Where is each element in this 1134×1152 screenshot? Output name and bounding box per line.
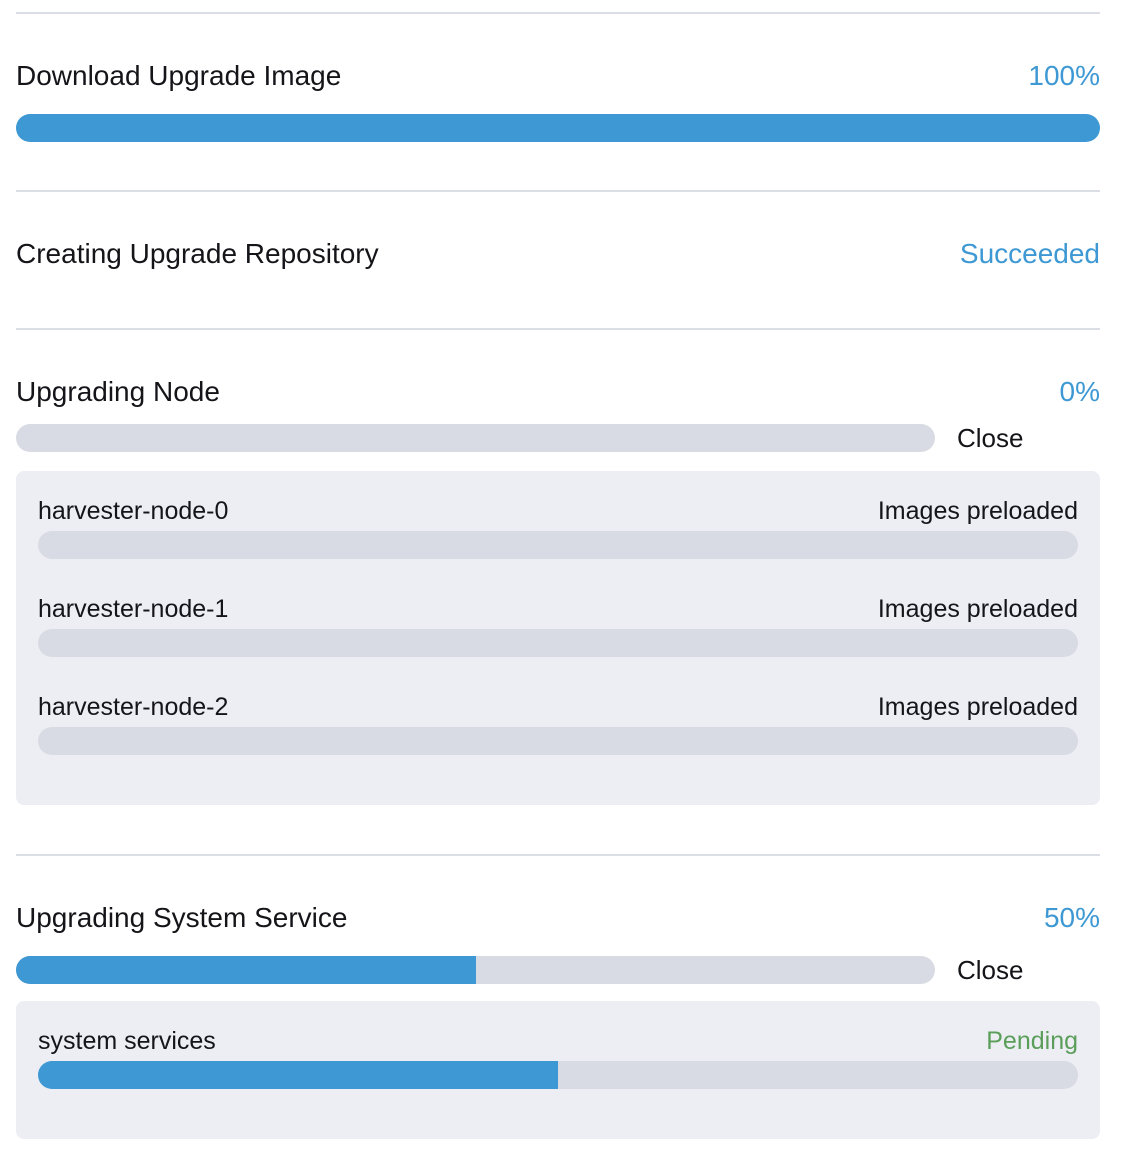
progress-bar-row: Close [16,956,1100,984]
subtask-panel: system services Pending [16,1001,1100,1139]
divider [16,190,1100,192]
divider [16,328,1100,330]
subtask-progress-track [38,1061,1078,1089]
section-percent: 50% [1043,902,1100,933]
subtask-name: harvester-node-1 [38,595,229,623]
progress-bar-fill [16,114,1100,142]
progress-bar-track [16,956,935,984]
subtask-name: harvester-node-0 [38,497,229,525]
section-header: Upgrading System Service 50% [16,902,1100,934]
progress-bar-fill [16,956,476,984]
close-slot: Close [935,424,1100,452]
subtask-name: harvester-node-2 [38,693,229,721]
subtask-progress-track [38,531,1078,559]
subtask-row: harvester-node-0 Images preloaded [38,497,1078,559]
subtask-row: harvester-node-2 Images preloaded [38,693,1078,755]
section-creating-upgrade-repository: Creating Upgrade Repository Succeeded [16,238,1100,270]
section-header: Download Upgrade Image 100% [16,60,1100,92]
progress-bar-row: Close [16,424,1100,452]
progress-bar-track [16,424,935,452]
subtask-row: harvester-node-1 Images preloaded [38,595,1078,657]
section-title: Download Upgrade Image [16,60,342,91]
subtask-row: system services Pending [38,1027,1078,1089]
section-header: Upgrading Node 0% [16,376,1100,408]
subtask-progress-track [38,629,1078,657]
section-header: Creating Upgrade Repository Succeeded [16,238,1100,270]
close-button[interactable]: Close [957,955,1024,985]
subtask-progress-fill [38,1061,558,1089]
subtask-name: system services [38,1027,216,1055]
section-title: Upgrading Node [16,376,220,407]
section-percent: 100% [1028,60,1100,91]
section-download-upgrade-image: Download Upgrade Image 100% [16,60,1100,142]
section-percent: 0% [1059,376,1100,407]
section-title: Creating Upgrade Repository [16,238,379,269]
subtask-status: Pending [986,1027,1078,1055]
divider [16,854,1100,856]
close-slot: Close [935,956,1100,984]
section-upgrading-system-service: Upgrading System Service 50% Close syste… [16,902,1100,1139]
divider [16,12,1100,14]
section-title: Upgrading System Service [16,902,348,933]
section-upgrading-node: Upgrading Node 0% Close harvester-node-0… [16,376,1100,805]
subtask-status: Images preloaded [877,693,1078,721]
subtask-status: Images preloaded [877,595,1078,623]
progress-bar-track [16,114,1100,142]
subtask-progress-track [38,727,1078,755]
close-button[interactable]: Close [957,423,1024,453]
section-status: Succeeded [959,238,1100,269]
subtask-panel: harvester-node-0 Images preloaded harves… [16,471,1100,805]
subtask-status: Images preloaded [877,497,1078,525]
progress-bar-row [16,114,1100,142]
